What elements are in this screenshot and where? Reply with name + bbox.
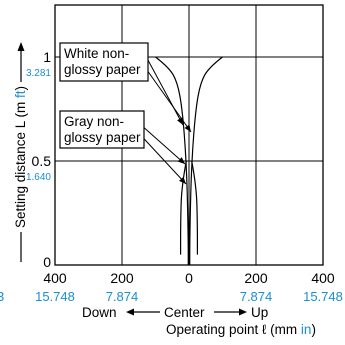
arrow-right-head xyxy=(239,308,247,316)
annotation-arrowhead-0-1 xyxy=(184,124,191,132)
y-axis-label-main: Setting distance L (m xyxy=(13,98,28,228)
annotation-arrow-0-0 xyxy=(147,59,184,126)
x-tick-in-3: 7.874 xyxy=(240,289,273,304)
x-direction-center: Center xyxy=(164,305,205,320)
x-axis-label: Operating point ℓ (mm in) xyxy=(166,322,316,337)
y-label-arrow-head xyxy=(17,42,25,51)
series-0-right xyxy=(189,56,223,266)
x-tick-mm-0: 400 xyxy=(43,270,67,286)
annotation-box-0 xyxy=(59,42,149,82)
annotation-text-1-0: Gray non- xyxy=(64,114,124,129)
x-axis-label-in: in xyxy=(301,322,312,337)
annotation-arrow-1-0 xyxy=(143,127,186,165)
x-tick-in-partial: 3 xyxy=(0,289,4,304)
x-direction-down: Down xyxy=(82,305,117,320)
annotation-box-1 xyxy=(59,110,145,149)
curves xyxy=(155,56,223,266)
x-axis-label-main: Operating point ℓ (mm xyxy=(166,322,301,337)
annotation-text-0-1: glossy paper xyxy=(64,62,141,77)
x-tick-mm-2: 0 xyxy=(185,270,193,286)
y-tick-ft-1: 1.640 xyxy=(26,172,51,183)
series-1-left xyxy=(180,160,187,255)
y-tick-m-0: 0 xyxy=(43,254,51,270)
x-tick-in-4: 15.748 xyxy=(303,289,343,304)
x-tick-mm-3: 200 xyxy=(244,270,268,286)
series-1-right xyxy=(191,160,198,255)
series-0-left xyxy=(155,56,189,266)
annotation-arrowhead-1-1 xyxy=(179,176,186,184)
y-axis-label-close: ) xyxy=(13,86,28,91)
y-axis-label: Setting distance L (m ft) xyxy=(13,86,28,228)
x-tick-mm-4: 400 xyxy=(311,270,335,286)
y-tick-ft-2: 3.281 xyxy=(26,68,51,79)
x-direction-up: Up xyxy=(251,305,268,320)
x-ticks: 400 15.748 200 7.874 0 200 7.874 400 15.748 xyxy=(35,270,343,304)
y-axis-label-ft: ft xyxy=(13,90,28,98)
annotation-arrow-0-1 xyxy=(147,71,192,133)
annotation-arrowhead-1-0 xyxy=(177,157,185,164)
x-axis-label-close: ) xyxy=(311,322,316,337)
annotation-text-0-0: White non- xyxy=(64,46,129,61)
y-tick-m-2: 1 xyxy=(43,49,51,65)
y-tick-m-1: 0.5 xyxy=(32,153,52,169)
arrow-left-head xyxy=(126,308,134,316)
x-tick-mm-1: 200 xyxy=(110,270,134,286)
y-ticks: 0 0.5 1.640 1 3.281 xyxy=(26,49,51,270)
annotation-text-1-1: glossy paper xyxy=(64,130,141,145)
annotation-arrow-1-1 xyxy=(143,138,187,185)
x-tick-in-1: 7.874 xyxy=(106,289,139,304)
x-tick-in-0: 15.748 xyxy=(35,289,75,304)
